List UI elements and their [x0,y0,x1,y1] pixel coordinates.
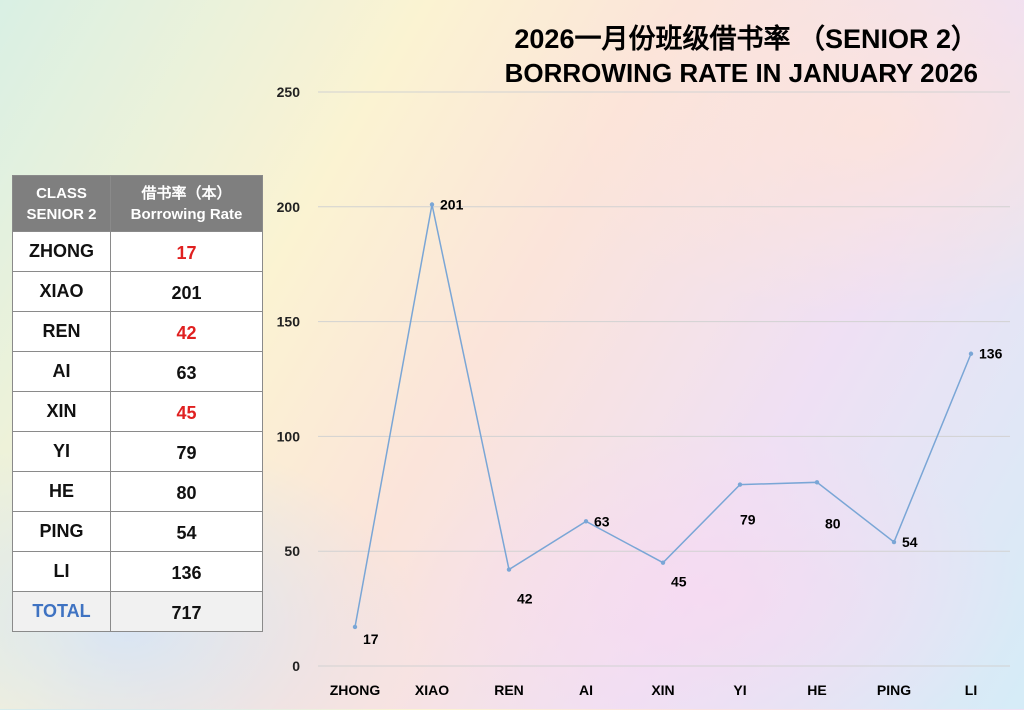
row-class-name: ZHONG [12,231,111,272]
y-tick-label: 200 [277,199,301,215]
table-row: XIAO 201 [12,271,263,312]
y-tick-label: 0 [292,658,300,674]
data-label: 79 [740,512,756,528]
x-tick-label: XIN [651,682,674,698]
data-point [352,624,358,630]
row-borrowing-rate: 79 [110,431,263,472]
row-class-name: REN [12,311,111,352]
table-row: LI 136 [12,551,263,592]
y-tick-label: 50 [284,543,300,559]
row-borrowing-rate: 54 [110,511,263,552]
header-rate-line1: 借书率（本） [141,184,232,202]
data-label: 54 [902,534,918,550]
row-borrowing-rate: 80 [110,471,263,512]
table-row: REN 42 [12,311,263,352]
x-tick-label: LI [965,682,977,698]
row-class-name: XIN [12,391,111,432]
x-tick-label: PING [877,682,911,698]
header-rate-line2: Borrowing Rate [130,205,243,223]
table-total-row: TOTAL 717 [12,591,263,632]
header-rate: 借书率（本） Borrowing Rate [110,175,263,232]
x-tick-label: REN [494,682,524,698]
data-point [814,480,820,485]
data-label: 136 [979,346,1003,362]
table-header-row: CLASS SENIOR 2 借书率（本） Borrowing Rate [12,175,263,232]
row-borrowing-rate: 136 [110,551,263,592]
table-body: ZHONG 17 XIAO 201 REN 42 AI 63 XIN 45 YI 79 HE 80 PING… [12,231,263,632]
row-borrowing-rate: 42 [110,311,263,352]
data-point [737,482,743,487]
data-point [660,560,666,565]
table-row: HE 80 [12,471,263,512]
chart-title-chinese: 2026一月份班级借书率 （SENIOR 2） [514,24,978,54]
data-label: 45 [671,574,687,590]
data-label: 63 [594,513,610,529]
x-tick-label: HE [807,682,826,698]
data-point [506,567,512,572]
row-borrowing-rate: 201 [110,271,263,312]
table-row: YI 79 [12,431,263,472]
data-point [891,539,897,545]
data-point [583,519,589,524]
y-tick-label: 100 [277,428,301,444]
row-borrowing-rate: 45 [110,391,263,432]
background-wash [520,0,1024,320]
row-class-name: YI [12,431,111,472]
data-label: 42 [517,591,533,607]
row-class-name: XIAO [12,271,111,312]
row-borrowing-rate: 17 [110,231,263,272]
header-class-line2: SENIOR 2 [26,205,97,223]
data-label: 80 [825,515,841,531]
y-tick-label: 250 [277,84,301,100]
header-class: CLASS SENIOR 2 [12,175,111,232]
data-point [429,202,435,207]
total-label: TOTAL [12,591,111,632]
row-class-name: AI [12,351,111,392]
row-class-name: PING [12,511,111,552]
x-tick-label: AI [579,682,593,698]
header-class-line1: CLASS [36,184,87,202]
x-tick-label: XIAO [415,682,449,698]
data-point [968,351,974,356]
table-row: ZHONG 17 [12,231,263,272]
table-row: XIN 45 [12,391,263,432]
data-label: 201 [440,197,464,213]
x-tick-label: YI [733,682,746,698]
x-tick-label: ZHONG [330,682,381,698]
table-row: PING 54 [12,511,263,552]
chart-title-english: BORROWING RATE IN JANUARY 2026 [504,58,978,88]
borrowing-rate-table: CLASS SENIOR 2 借书率（本） Borrowing Rate ZHO… [12,175,263,632]
row-class-name: LI [12,551,111,592]
data-label: 17 [363,631,379,647]
total-value: 717 [110,591,263,632]
y-tick-label: 150 [277,314,301,330]
